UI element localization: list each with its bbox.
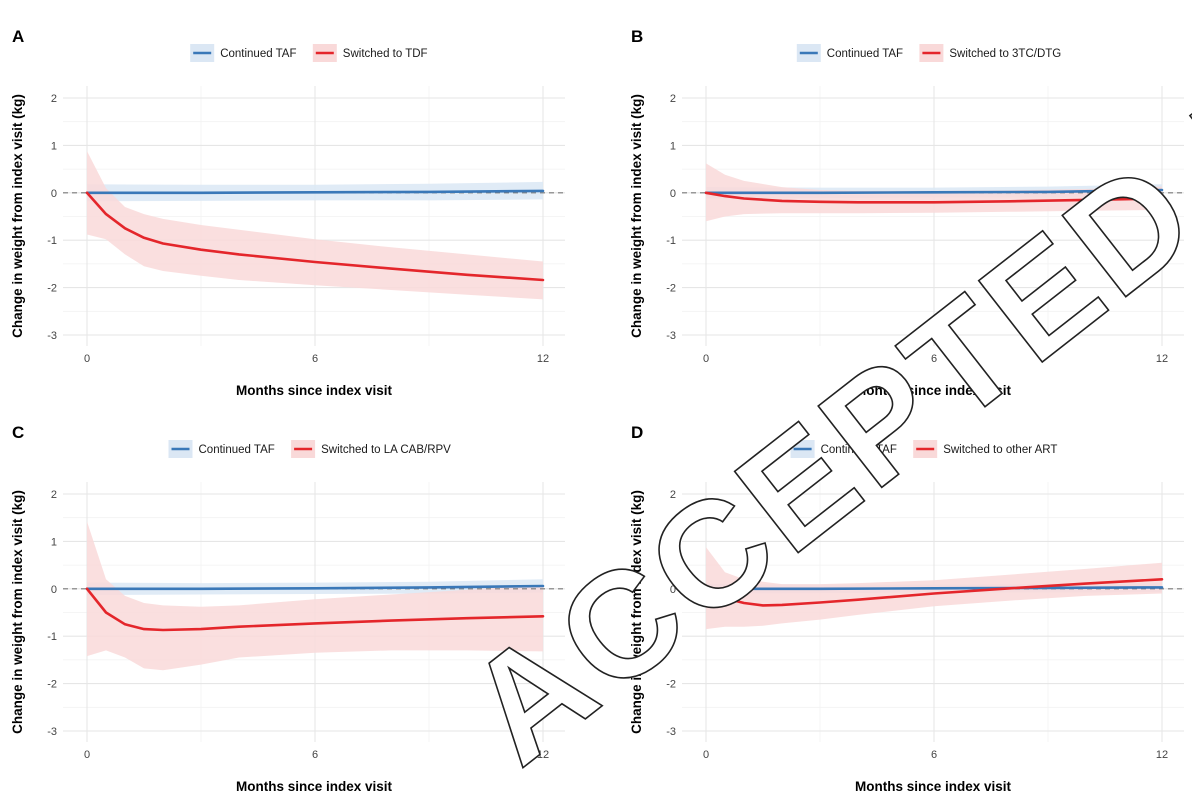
- y-tick-label: 2: [670, 93, 676, 105]
- x-tick-label: 12: [1156, 749, 1168, 761]
- y-axis-title: Change in weight from index visit (kg): [629, 94, 644, 338]
- y-tick-label: -3: [47, 330, 57, 342]
- x-tick-label: 12: [1156, 353, 1168, 365]
- y-tick-label: 1: [51, 536, 57, 548]
- legend-item-switched: Switched to LA CAB/RPV: [291, 440, 451, 458]
- panel-letter: B: [631, 27, 643, 46]
- y-tick-label: 0: [51, 584, 57, 596]
- panel-letter: A: [12, 27, 24, 46]
- x-axis-title: Months since index visit: [855, 779, 1012, 794]
- legend-item-continued: Continued TAF: [190, 44, 296, 62]
- continued-series-line: [85, 189, 545, 195]
- legend-label: Switched to 3TC/DTG: [949, 48, 1061, 60]
- x-tick-label: 6: [931, 353, 937, 365]
- x-tick-label: 12: [537, 749, 549, 761]
- switched-series-line: [85, 191, 545, 282]
- y-tick-label: -1: [666, 631, 676, 643]
- y-tick-label: 2: [51, 489, 57, 501]
- y-tick-label: 0: [51, 188, 57, 200]
- y-tick-label: -2: [666, 283, 676, 295]
- y-tick-label: -2: [47, 283, 57, 295]
- watermark-text: ACCEPTED MANUSCRIPT: [436, 0, 1192, 795]
- legend-item-switched: Switched to other ART: [913, 440, 1057, 458]
- continued-series-line: [85, 584, 545, 591]
- x-tick-label: 0: [84, 353, 90, 365]
- legend-label: Switched to TDF: [343, 48, 428, 60]
- x-tick-label: 6: [931, 749, 937, 761]
- x-tick-label: 0: [703, 353, 709, 365]
- legend-item-switched: Switched to 3TC/DTG: [919, 44, 1061, 62]
- legend-label: Switched to LA CAB/RPV: [321, 444, 451, 456]
- legend-label: Switched to other ART: [943, 444, 1057, 456]
- gridlines: [682, 482, 1184, 742]
- legend: Continued TAF Switched to LA CAB/RPV: [168, 440, 451, 458]
- y-tick-label: -2: [47, 679, 57, 691]
- legend-label: Continued TAF: [827, 48, 903, 60]
- x-tick-label: 0: [84, 749, 90, 761]
- legend-item-continued: Continued TAF: [168, 440, 275, 458]
- x-tick-label: 0: [703, 749, 709, 761]
- x-axis-title: Months since index visit: [236, 779, 393, 794]
- y-axis-title: Change in weight from index visit (kg): [10, 94, 25, 338]
- x-axis-title: Months since index visit: [236, 383, 393, 398]
- legend-label: Continued TAF: [821, 444, 897, 456]
- continued-series-line: [704, 188, 1164, 195]
- y-tick-label: 1: [670, 140, 676, 152]
- legend-label: Continued TAF: [220, 48, 296, 60]
- legend: Continued TAF Switched to 3TC/DTG: [796, 44, 1061, 62]
- y-tick-label: 1: [670, 536, 676, 548]
- y-tick-label: -2: [666, 679, 676, 691]
- switched-series-line: [704, 578, 1164, 607]
- legend: Continued TAF Switched to other ART: [790, 440, 1057, 458]
- x-tick-label: 12: [537, 353, 549, 365]
- panel-letter: D: [631, 423, 643, 442]
- y-tick-label: -3: [666, 330, 676, 342]
- y-tick-label: -1: [47, 235, 57, 247]
- switched-ci-band: [87, 151, 543, 300]
- y-tick-label: -1: [47, 631, 57, 643]
- continued-series-line: [704, 586, 1164, 591]
- legend-item-continued: Continued TAF: [790, 440, 897, 458]
- y-tick-label: 0: [670, 188, 676, 200]
- switched-series-line: [704, 191, 1164, 204]
- y-axis-title: Change in weight from index visit (kg): [629, 490, 644, 734]
- legend-item-continued: Continued TAF: [796, 44, 903, 62]
- y-tick-label: 2: [51, 93, 57, 105]
- y-tick-label: -1: [666, 235, 676, 247]
- legend: Continued TAF Switched to TDF: [190, 44, 428, 62]
- switched-ci-band: [87, 521, 543, 671]
- y-axis-title: Change in weight from index visit (kg): [10, 490, 25, 734]
- gridlines: [682, 86, 1184, 346]
- y-tick-label: 0: [670, 584, 676, 596]
- x-axis-title: Months since index visit: [855, 383, 1012, 398]
- y-tick-label: -3: [47, 726, 57, 738]
- switched-series-line: [85, 587, 545, 632]
- legend-item-switched: Switched to TDF: [312, 44, 428, 62]
- y-tick-label: 1: [51, 140, 57, 152]
- y-tick-label: -3: [666, 726, 676, 738]
- x-tick-label: 6: [312, 353, 318, 365]
- y-tick-label: 2: [670, 489, 676, 501]
- x-tick-label: 6: [312, 749, 318, 761]
- panel-letter: C: [12, 423, 24, 442]
- legend-label: Continued TAF: [199, 444, 275, 456]
- watermark: ACCEPTED MANUSCRIPT: [435, 0, 1192, 796]
